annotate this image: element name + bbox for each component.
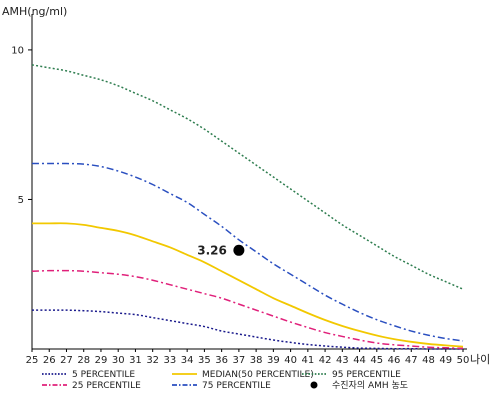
legend-label: 75 PERCENTILE (202, 381, 271, 391)
x-tick-label: 35 (198, 355, 211, 366)
legend-label: 25 PERCENTILE (72, 381, 141, 391)
x-tick-label: 34 (181, 355, 194, 366)
x-tick-label: 41 (301, 355, 314, 366)
y-tick-label: 5 (18, 195, 24, 206)
y-tick-label: 10 (11, 45, 24, 56)
series-line-2 (32, 222, 464, 348)
x-tick-label: 48 (422, 355, 435, 366)
x-tick-label: 30 (112, 355, 125, 366)
x-tick-label: 46 (388, 355, 401, 366)
x-tick-label: 37 (233, 355, 246, 366)
legend-marker-dot (310, 381, 318, 389)
x-axis-title: 나이 (470, 353, 490, 366)
legend-label: 5 PERCENTILE (72, 370, 135, 380)
patient-amh-value-label: 3.26 (197, 243, 227, 257)
plot-area: 5 10 25 26 27 28 29 30 31 32 33 34 35 36 37 38 39 40 41 42 4… (11, 14, 469, 366)
x-tick-label: 36 (215, 355, 228, 366)
series-line-3 (31, 162, 464, 342)
legend-label: MEDIAN(50 PERCENTILE) (202, 370, 314, 380)
x-tick-label: 49 (439, 355, 452, 366)
x-tick-label: 39 (267, 355, 280, 366)
x-tick-label: 27 (60, 355, 73, 366)
x-tick-label: 50 (457, 355, 470, 366)
x-tick-label: 45 (370, 355, 383, 366)
series-line-4 (31, 64, 464, 290)
x-tick-label: 42 (319, 355, 332, 366)
patient-amh-point (233, 244, 245, 256)
x-tick-label: 33 (164, 355, 177, 366)
x-tick-label: 32 (146, 355, 159, 366)
y-axis-title: AMH(ng/ml) (2, 5, 67, 18)
x-tick-label: 43 (336, 355, 349, 366)
legend-label: 수진자의 AMH 농도 (332, 380, 408, 391)
x-tick-label: 26 (43, 355, 56, 366)
legend-label: 95 PERCENTILE (332, 370, 401, 380)
x-tick-label: 38 (250, 355, 263, 366)
x-tick-label: 44 (353, 355, 366, 366)
x-tick-label: 28 (77, 355, 90, 366)
x-tick-label: 47 (405, 355, 418, 366)
x-tick-label: 25 (26, 355, 39, 366)
x-tick-label: 40 (284, 355, 297, 366)
x-tick-label: 29 (95, 355, 108, 366)
series-line-1 (31, 269, 464, 350)
series-line-0 (31, 309, 463, 350)
x-tick-label: 31 (129, 355, 142, 366)
